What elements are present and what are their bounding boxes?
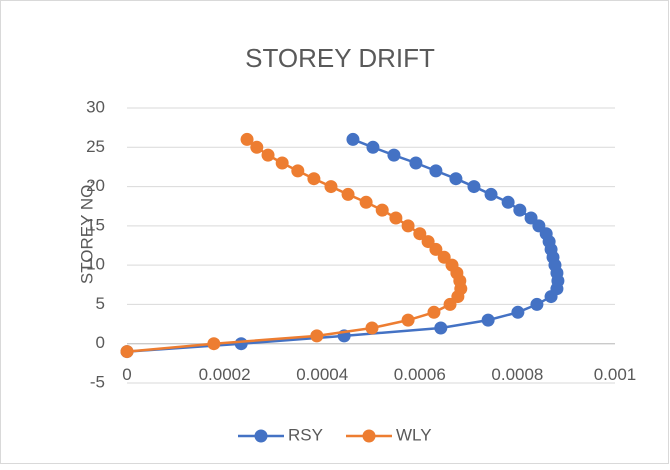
data-point	[530, 297, 544, 311]
x-tick-label: 0.001	[594, 365, 637, 384]
legend-label: RSY	[288, 425, 323, 444]
data-point	[401, 219, 415, 233]
data-point	[310, 329, 324, 343]
legend-marker	[362, 429, 376, 443]
data-point	[524, 211, 538, 225]
y-axis-title: STOREY NO.	[77, 180, 96, 284]
data-point	[365, 321, 379, 335]
data-point	[467, 180, 481, 194]
chart-title: STOREY DRIFT	[245, 43, 435, 73]
data-point	[484, 187, 498, 201]
data-point	[359, 195, 373, 209]
x-tick-label: 0.0002	[199, 365, 251, 384]
data-point	[307, 172, 321, 186]
y-tick-label: 0	[96, 333, 105, 352]
data-point	[437, 250, 451, 264]
y-tick-label: 20	[86, 176, 105, 195]
x-tick-label: 0	[122, 365, 131, 384]
legend-label: WLY	[396, 425, 432, 444]
y-tick-label: 5	[96, 294, 105, 313]
data-point	[375, 203, 389, 217]
data-point	[427, 305, 441, 319]
data-point	[261, 148, 275, 162]
y-tick-label: 15	[86, 215, 105, 234]
data-point	[501, 195, 515, 209]
data-point	[449, 172, 463, 186]
data-point	[481, 313, 495, 327]
data-point	[291, 164, 305, 178]
data-point	[513, 203, 527, 217]
data-point	[429, 164, 443, 178]
data-point	[234, 337, 248, 351]
data-point	[389, 211, 403, 225]
data-point	[401, 313, 415, 327]
y-tick-label: 10	[86, 255, 105, 274]
data-point	[240, 132, 254, 146]
data-point	[250, 140, 264, 154]
data-point	[324, 180, 338, 194]
data-point	[511, 305, 525, 319]
data-point	[366, 140, 380, 154]
legend-marker	[254, 429, 268, 443]
data-point	[120, 345, 134, 359]
data-point	[387, 148, 401, 162]
data-point	[341, 187, 355, 201]
data-point	[421, 235, 435, 249]
data-point	[413, 227, 427, 241]
y-tick-label: 25	[86, 137, 105, 156]
y-tick-label: -5	[90, 372, 105, 391]
data-point	[434, 321, 448, 335]
y-tick-label: 30	[86, 97, 105, 116]
data-point	[207, 337, 221, 351]
data-point	[346, 132, 360, 146]
data-point	[275, 156, 289, 170]
x-tick-label: 0.0008	[491, 365, 543, 384]
x-tick-label: 0.0006	[394, 365, 446, 384]
x-tick-label: 0.0004	[296, 365, 348, 384]
data-point	[409, 156, 423, 170]
